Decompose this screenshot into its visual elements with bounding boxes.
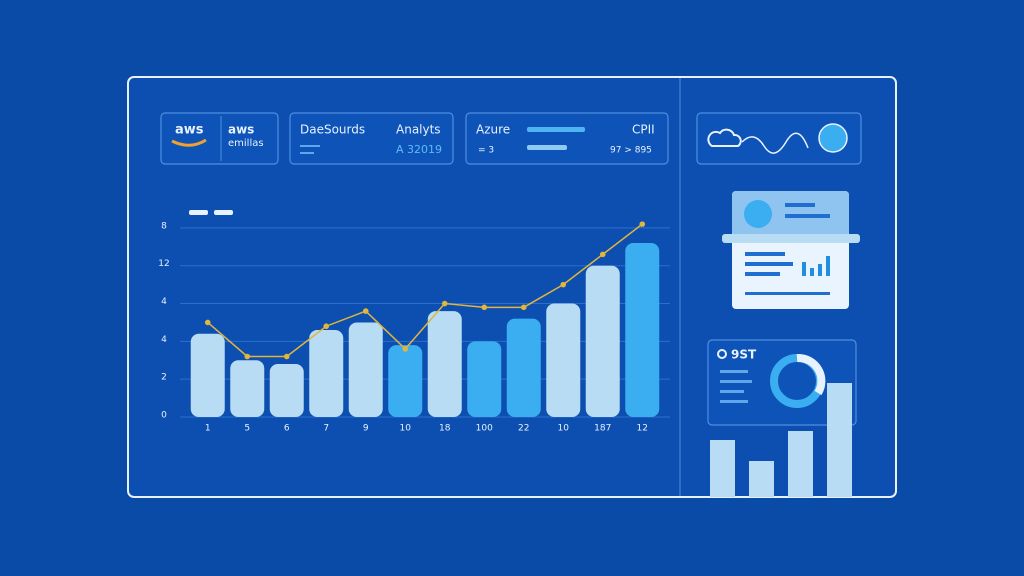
- card-title: Azure: [476, 123, 510, 137]
- placeholder-line: [745, 262, 793, 266]
- deco-bar: [710, 440, 735, 497]
- cloud-card: [696, 112, 862, 165]
- trend-point: [323, 323, 330, 330]
- placeholder-line: [785, 203, 815, 207]
- legend-dash: [214, 210, 233, 215]
- placeholder-line: [745, 252, 785, 256]
- card-value: A 32019: [396, 143, 442, 156]
- trend-point: [362, 308, 369, 314]
- bar: [348, 322, 383, 417]
- deco-bar: [827, 383, 852, 497]
- bar: [388, 345, 423, 417]
- placeholder-line: [720, 380, 752, 383]
- trend-line: [207, 223, 643, 358]
- placeholder-line: [300, 152, 314, 154]
- x-tick-label: 6: [284, 424, 290, 434]
- trend-point: [560, 281, 567, 288]
- card-title: aws: [228, 123, 254, 137]
- placeholder-line: [745, 272, 780, 276]
- chart: 0 2 4 4 12 8 1 5 6 7 9 10 18 100 22 10 187 12: [158, 221, 670, 434]
- x-tick-label: 9: [363, 424, 369, 434]
- azure-card: [465, 112, 669, 165]
- progress-bar: [527, 145, 567, 150]
- x-tick-label: 12: [637, 424, 648, 434]
- mini-bar: [810, 268, 814, 276]
- trend-point: [244, 353, 251, 360]
- deco-bar: [749, 461, 774, 497]
- placeholder-line: [720, 370, 748, 373]
- progress-bar: [527, 127, 585, 132]
- globe-icon: [818, 123, 848, 153]
- trend-point: [520, 304, 527, 311]
- analytics-card: [289, 112, 454, 165]
- trend-point: [599, 251, 606, 258]
- trend-point: [204, 319, 211, 326]
- report-tab: [722, 234, 860, 243]
- x-tick-label: 5: [244, 424, 250, 434]
- card-stat: = 3: [478, 146, 494, 156]
- mini-bar: [818, 264, 822, 276]
- stat-dot: [717, 349, 727, 359]
- placeholder-line: [720, 400, 748, 403]
- x-tick-label: 187: [594, 424, 611, 434]
- bar: [190, 333, 225, 417]
- logo-card: [160, 112, 279, 165]
- x-tick-label: 100: [476, 424, 493, 434]
- trend-point: [639, 221, 646, 227]
- card-subtitle: emillas: [228, 138, 264, 149]
- placeholder-line: [720, 390, 744, 393]
- x-tick-label: 18: [439, 424, 451, 434]
- x-tick-label: 22: [518, 424, 529, 434]
- stat-card: [707, 339, 857, 426]
- bar: [506, 318, 541, 417]
- x-tick-label: 1: [205, 424, 211, 434]
- cloud-icon: [707, 128, 742, 147]
- wave: [741, 132, 809, 154]
- card-title: DaeSourds: [300, 123, 365, 137]
- mini-bar: [826, 256, 830, 276]
- bar: [467, 341, 502, 417]
- x-tick-label: 7: [323, 424, 329, 434]
- trend-point: [402, 346, 409, 352]
- bar: [625, 243, 660, 417]
- deco-bar: [788, 431, 813, 497]
- y-tick-label: 2: [161, 373, 167, 383]
- logo-smile: [171, 138, 207, 147]
- bar: [230, 360, 265, 417]
- x-tick-label: 10: [558, 424, 570, 434]
- y-tick-label: 0: [161, 411, 167, 421]
- logo-text: aws: [175, 123, 204, 138]
- placeholder-line: [785, 214, 830, 218]
- bar: [309, 330, 344, 417]
- mini-bar: [802, 262, 806, 276]
- y-tick-label: 8: [161, 221, 167, 231]
- placeholder-line: [300, 145, 320, 147]
- placeholder-line: [745, 292, 830, 295]
- report-pie: [744, 200, 772, 228]
- y-tick-label: 4: [161, 297, 167, 307]
- y-tick-label: 4: [161, 335, 167, 345]
- x-tick-label: 10: [400, 424, 412, 434]
- donut-segment: [796, 353, 826, 396]
- y-tick-label: 12: [158, 259, 169, 269]
- card-label: CPII: [632, 123, 655, 137]
- bar: [546, 303, 581, 417]
- bar: [269, 364, 304, 417]
- legend-dash: [189, 210, 208, 215]
- card-stat: 97 > 895: [610, 146, 652, 156]
- trend-point: [283, 353, 290, 360]
- trend-point: [481, 304, 488, 311]
- stat-text: 9ST: [731, 348, 757, 362]
- bar: [585, 265, 620, 417]
- card-label: Analyts: [396, 123, 441, 137]
- bar: [427, 311, 462, 417]
- trend-point: [441, 300, 448, 307]
